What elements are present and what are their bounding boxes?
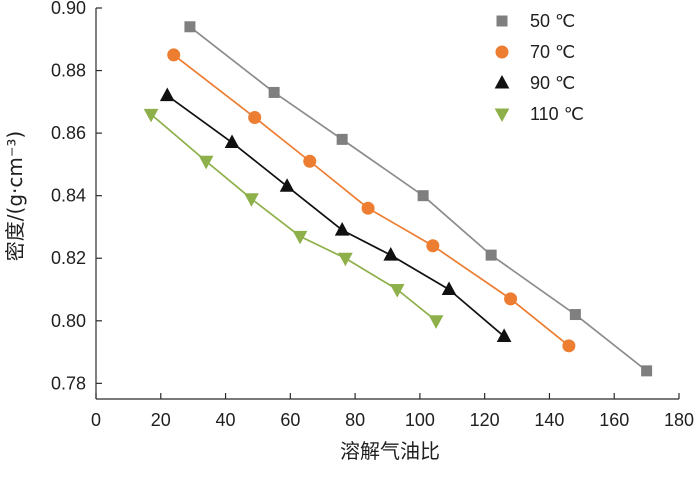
y-tick-label: 0.86 xyxy=(51,123,86,143)
series-3-point-0 xyxy=(143,108,159,123)
legend-label-0: 50 ℃ xyxy=(530,11,575,31)
series-0-point-0 xyxy=(184,21,196,33)
series-1-point-4 xyxy=(426,239,440,253)
legend-item-3: 110 ℃ xyxy=(494,104,584,124)
series-layer xyxy=(143,21,653,377)
y-tick-label: 0.78 xyxy=(51,373,86,393)
series-0-point-3 xyxy=(417,190,429,202)
x-tick-label: 100 xyxy=(405,410,435,430)
x-tick-label: 180 xyxy=(664,410,694,430)
series-2 xyxy=(159,87,512,342)
x-axis-ticks: 0 20 40 60 80 100 120 140 160 180 xyxy=(91,393,694,430)
legend-marker-3 xyxy=(494,108,510,123)
series-0-point-4 xyxy=(485,249,497,261)
legend-label-3: 110 ℃ xyxy=(530,104,584,124)
legend-marker-2 xyxy=(494,74,510,89)
series-0-point-1 xyxy=(268,86,280,98)
series-2-point-0 xyxy=(159,87,175,102)
legend-items: 50 ℃ 70 ℃ 90 ℃ 110 ℃ xyxy=(494,11,584,124)
legend-item-2: 90 ℃ xyxy=(494,73,575,93)
series-1-point-2 xyxy=(303,154,317,168)
y-axis-ticks: 0.78 0.80 0.82 0.84 0.86 0.88 0.90 xyxy=(51,0,102,393)
x-tick-label: 160 xyxy=(599,410,629,430)
x-tick-label: 40 xyxy=(216,410,236,430)
series-0-point-6 xyxy=(641,365,653,377)
series-3-point-2 xyxy=(244,193,259,207)
series-3-point-4 xyxy=(338,252,353,267)
x-tick-label: 120 xyxy=(470,410,500,430)
series-1-point-5 xyxy=(504,292,518,306)
y-tick-label: 0.82 xyxy=(51,248,86,268)
series-1 xyxy=(167,48,576,353)
legend: 50 ℃ 70 ℃ 90 ℃ 110 ℃ xyxy=(494,11,584,124)
series-1-point-0 xyxy=(167,48,181,62)
axes: 0.78 0.80 0.82 0.84 0.86 0.88 0.90 0 20 40 60 80 10… xyxy=(3,0,694,463)
series-3 xyxy=(143,108,444,329)
series-0 xyxy=(184,21,653,377)
series-2-line xyxy=(166,94,505,338)
series-3-point-5 xyxy=(389,284,405,298)
x-tick-label: 80 xyxy=(345,410,365,430)
series-2-point-2 xyxy=(279,178,295,192)
y-axis-title: 密度/(g·cm⁻³) xyxy=(3,131,27,261)
legend-item-0: 50 ℃ xyxy=(496,11,575,31)
series-2-point-4 xyxy=(383,247,399,261)
series-2-point-1 xyxy=(224,134,240,149)
series-1-point-6 xyxy=(562,339,576,353)
series-3-point-6 xyxy=(428,315,444,329)
legend-item-1: 70 ℃ xyxy=(495,42,575,62)
legend-label-2: 90 ℃ xyxy=(530,73,575,93)
x-tick-label: 0 xyxy=(91,410,101,430)
series-1-point-3 xyxy=(361,201,375,215)
x-axis-title: 溶解气油比 xyxy=(340,439,440,463)
legend-marker-1 xyxy=(495,45,509,59)
series-1-point-1 xyxy=(248,110,262,124)
y-tick-label: 0.90 xyxy=(51,0,86,18)
series-0-point-2 xyxy=(336,133,348,145)
y-tick-label: 0.88 xyxy=(51,61,86,81)
x-tick-label: 20 xyxy=(151,410,171,430)
series-0-point-5 xyxy=(569,309,581,321)
x-tick-label: 140 xyxy=(534,410,564,430)
series-2-point-5 xyxy=(441,281,457,296)
x-tick-label: 60 xyxy=(280,410,300,430)
series-3-point-3 xyxy=(292,230,308,245)
y-tick-label: 0.80 xyxy=(51,311,86,331)
legend-marker-0 xyxy=(496,15,508,27)
series-2-point-6 xyxy=(496,328,512,342)
y-tick-label: 0.84 xyxy=(51,186,86,206)
series-3-point-1 xyxy=(198,155,214,170)
series-2-point-3 xyxy=(334,222,350,236)
legend-label-1: 70 ℃ xyxy=(530,42,575,62)
